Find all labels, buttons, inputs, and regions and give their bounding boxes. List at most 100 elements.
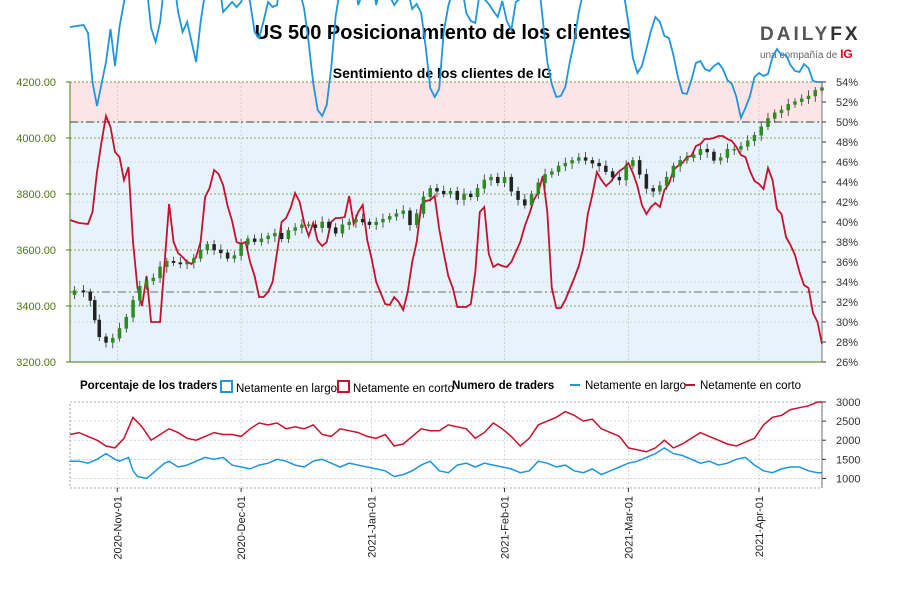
candle-body (158, 266, 162, 279)
candle-body (489, 176, 493, 181)
candle-body (212, 244, 216, 251)
right-tick-label: 34% (836, 277, 858, 289)
candle-body (624, 165, 628, 181)
candle-body (448, 190, 453, 195)
candle-body (138, 286, 142, 301)
right-tick-label: 28% (836, 337, 858, 349)
candle-body (97, 319, 102, 338)
count-tick-label: 1000 (836, 473, 860, 485)
candle-body (813, 90, 817, 97)
right-tick-label: 50% (836, 117, 858, 129)
candle-body (766, 118, 770, 128)
candle-body (171, 260, 176, 263)
candle-body (327, 221, 331, 228)
candle-body (516, 190, 520, 200)
net-long-pct-line (69, 0, 822, 121)
candle-body (266, 235, 270, 240)
candle-body (435, 188, 439, 192)
candle-body (563, 162, 568, 167)
candle-body (705, 148, 709, 153)
candle-body (664, 176, 669, 186)
candle-body (387, 216, 392, 220)
candle-body (165, 260, 169, 268)
candle-body (745, 140, 750, 147)
right-tick-label: 36% (836, 257, 858, 269)
candle-body (658, 185, 662, 192)
candle-body (273, 232, 277, 237)
candle-body (644, 174, 649, 189)
candle-body (81, 290, 86, 293)
candle-body (799, 98, 804, 102)
bg-net-short-zone (70, 82, 822, 122)
candle-body (725, 148, 730, 158)
left-tick-label: 4000.00 (16, 133, 56, 145)
candle-body (205, 244, 210, 251)
legend-line-long-icon (570, 384, 580, 386)
candle-body (239, 244, 243, 256)
candle-body (529, 193, 534, 206)
count-tick-label: 2500 (836, 416, 860, 428)
candle-body (279, 232, 284, 240)
candle-body (475, 188, 480, 198)
candle-body (597, 162, 601, 167)
candle-body (671, 165, 676, 178)
candle-body (306, 224, 311, 227)
count-tick-label: 3000 (836, 397, 860, 409)
left-tick-label: 3200.00 (16, 357, 56, 369)
candle-body (772, 112, 777, 119)
candle-body (111, 337, 115, 343)
candle-body (604, 165, 608, 172)
candle-body (462, 193, 466, 200)
count-long-line (70, 447, 822, 480)
candle-body (93, 300, 97, 321)
candle-body (502, 176, 507, 184)
candle-body (441, 190, 446, 195)
candle-body (617, 176, 622, 181)
candle-body (806, 95, 811, 100)
candle-body (198, 249, 203, 259)
candle-body (752, 134, 757, 142)
candle-body (246, 238, 250, 245)
candle-body (394, 213, 399, 217)
candle-body (72, 290, 77, 296)
candle-body (401, 210, 405, 214)
legend-count-short: Netamente en corto (685, 380, 801, 392)
candle-body (320, 221, 324, 228)
count-short-line (69, 401, 822, 453)
legend-pct-long: Netamente en largo (220, 380, 337, 395)
candle-body (556, 165, 561, 172)
candle-body (455, 190, 460, 200)
count-panel-frame (69, 401, 823, 489)
candle-body (104, 336, 108, 343)
candle-body (550, 171, 554, 175)
candle-body (610, 171, 615, 178)
candle-body (718, 157, 723, 161)
candle-body (252, 238, 257, 242)
legend-pct-short: Netamente en corto (337, 380, 454, 395)
candle-body (739, 146, 743, 150)
candle-body (685, 157, 689, 161)
candle-body (88, 291, 93, 301)
candle-body (219, 249, 223, 254)
candle-body (178, 262, 183, 265)
candle-body (678, 160, 682, 167)
candle-body (185, 262, 189, 265)
right-tick-label: 40% (836, 217, 858, 229)
candle-body (698, 148, 703, 156)
chart-subtitle: Sentimiento de los clientes de IG (332, 65, 553, 81)
candle-body (232, 255, 237, 259)
right-tick-label: 32% (836, 297, 858, 309)
candle-body (293, 227, 297, 231)
candle-body (577, 157, 581, 161)
right-tick-label: 42% (836, 197, 858, 209)
candle-body (360, 218, 365, 223)
right-tick-label: 48% (836, 137, 858, 149)
candle-body (482, 179, 487, 189)
candle-body (421, 196, 426, 214)
candle-body (543, 174, 547, 184)
legend: Porcentaje de los traders Netamente en l… (80, 380, 820, 396)
date-tick-label: 2020-Nov-01 (112, 496, 124, 560)
candle-body (340, 224, 345, 234)
candle-body (313, 224, 318, 228)
